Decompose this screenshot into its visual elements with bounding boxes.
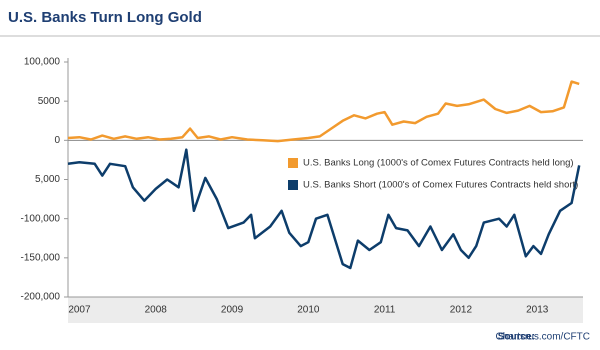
x-tick-label: 2012 [450,305,473,316]
series-line [67,148,581,270]
y-tick-label: 0 [54,135,60,146]
legend-label: U.S. Banks Long (1000's of Comex Futures… [303,158,574,169]
legend-swatch [288,180,298,190]
x-axis-band [68,297,583,323]
x-tick-label: 2013 [526,305,549,316]
y-tick-label: 100,000 [24,57,61,68]
y-tick-label: 5000 [38,96,61,107]
chart-title: U.S. Banks Turn Long Gold [8,9,202,26]
y-tick-label: -100,000 [21,213,61,224]
x-tick-label: 2007 [68,305,91,316]
x-tick-label: 2011 [374,305,396,316]
series-line [67,80,580,143]
x-tick-label: 2010 [297,305,320,316]
x-tick-label: 2009 [221,305,244,316]
x-tick-label: 2008 [145,305,168,316]
legend-label: U.S. Banks Short (1000's of Comex Future… [303,180,578,191]
y-tick-label: -150,000 [21,252,61,263]
y-tick-label: -200,000 [21,292,61,303]
source-label: Source: [498,332,535,343]
source: Chartsrus.com/CFTC [496,332,590,343]
legend-swatch [288,158,298,168]
y-tick-label: 5,000 [35,174,60,185]
